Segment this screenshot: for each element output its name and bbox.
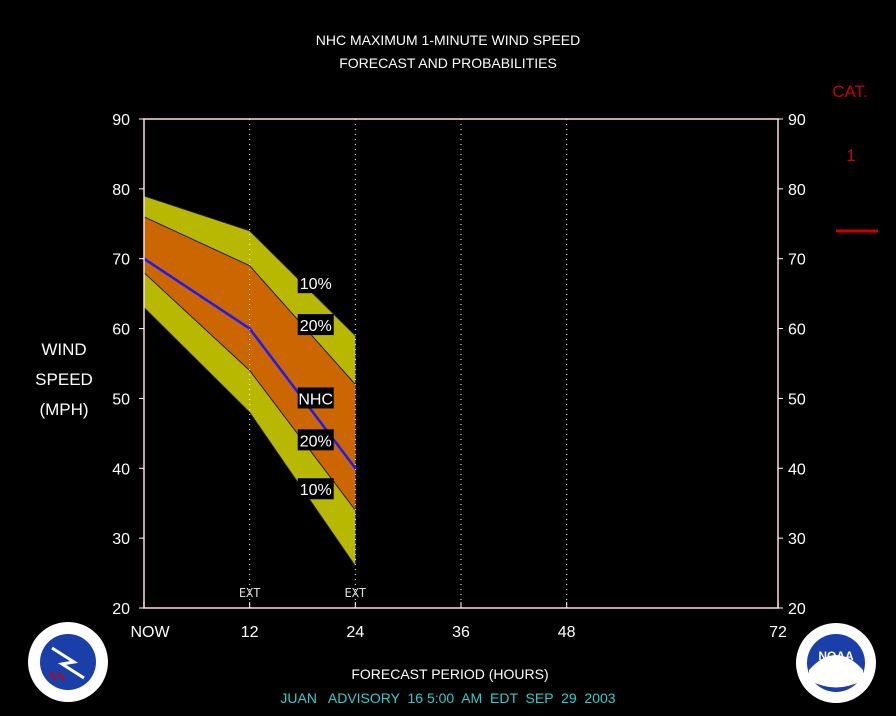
band-20pct-upper-edge [143,216,356,385]
band-labels: 10% 20% NHC 20% 10% [297,272,334,500]
y-tick-label-left: 20 [112,601,130,618]
chart-title-line2: FORECAST AND PROBABILITIES [339,55,557,71]
x-tick-label: 12 [241,624,259,641]
axes: 20 20 30 30 40 40 50 50 60 60 70 70 80 80 90 90 NOW 12 24 3… [112,112,806,641]
band-label: 10% [300,276,332,293]
band-20pct-lower-edge [143,272,356,511]
y-tick-label-right: 40 [788,461,806,478]
y-tick-label-left: 90 [112,112,130,129]
y-axis-label-line1: WIND [41,340,86,359]
x-tick-label: 36 [452,624,470,641]
y-tick-label-right: 50 [788,391,806,408]
x-axis-label: FORECAST PERIOD (HOURS) [351,666,548,682]
noaa-logo: NOAA [796,623,876,703]
lightning-icon [51,646,85,680]
band-label: NHC [298,391,333,408]
band-10pct-lower-edge [143,307,356,567]
gull-icon [809,655,863,688]
nhc-point [353,466,357,470]
y-tick-label-right: 60 [788,322,806,339]
y-axis-label-line3: (MPH) [39,400,88,419]
advisory-line: JUAN ADVISORY 16 5:00 AM EDT SEP 29 2003 [280,690,615,706]
band-10pct-upper-edge [143,195,356,336]
y-tick-label-right: 20 [788,601,806,618]
band-label-box [297,429,334,451]
category-heading: CAT. [832,82,868,101]
band-label-box [297,387,334,409]
x-tick-label: 24 [346,624,364,641]
x-tick-label: NOW [130,624,170,641]
y-tick-label-right: 70 [788,252,806,269]
x-tick-label: 48 [558,624,576,641]
noaa-logo-text: NOAA [818,649,854,663]
band-label: 20% [300,318,332,335]
band-label: 20% [300,433,332,450]
ext-marker: EXT [239,586,261,600]
band-label-box [297,478,334,500]
y-axis-label-line2: SPEED [35,370,93,389]
band-label-box [297,314,334,336]
chart-title-line1: NHC MAXIMUM 1-MINUTE WIND SPEED [316,32,580,48]
y-tick-label-right: 90 [788,112,806,129]
band-label-box [297,272,334,294]
rain-icon [49,671,65,681]
y-tick-label-left: 30 [112,531,130,548]
y-tick-label-left: 80 [112,182,130,199]
x-tick-label: 72 [769,624,787,641]
y-tick-label-left: 50 [112,391,130,408]
band-label: 10% [300,482,332,499]
y-tick-label-left: 70 [112,252,130,269]
nhc-point [248,327,252,331]
ext-marker: EXT [344,586,366,600]
y-tick-label-right: 30 [788,531,806,548]
nws-logo [28,622,108,702]
y-tick-label-left: 60 [112,322,130,339]
category-value: 1 [846,146,855,165]
y-tick-label-right: 80 [788,182,806,199]
y-tick-label-left: 40 [112,461,130,478]
probability-bands [142,195,357,567]
